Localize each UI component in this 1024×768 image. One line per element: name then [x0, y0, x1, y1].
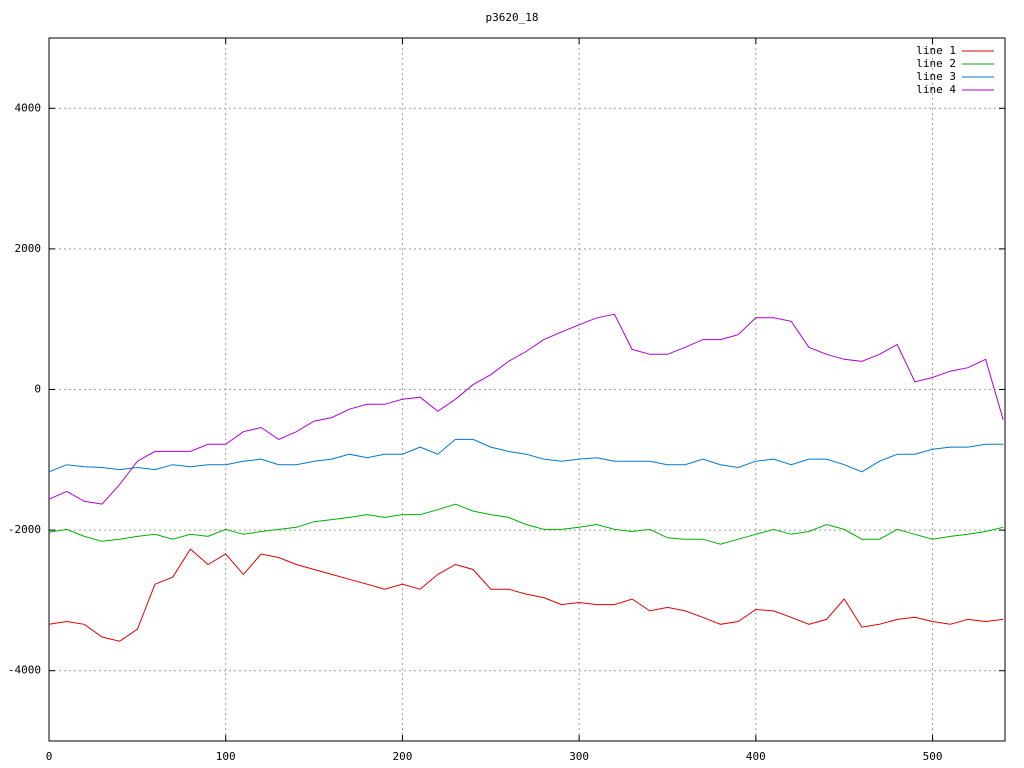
legend-label: line 1 [916, 44, 956, 57]
x-tick-label: 100 [216, 750, 236, 763]
x-tick-label: 300 [569, 750, 589, 763]
legend-label: line 3 [916, 70, 956, 83]
y-tick-label: 0 [34, 383, 41, 396]
plot-frame [48, 37, 1006, 742]
y-tick-label: -2000 [8, 523, 41, 536]
series-line [48, 438, 1004, 473]
x-tick-label: 400 [746, 750, 766, 763]
x-tick-label: 0 [46, 750, 53, 763]
chart-title: p3620_18 [486, 11, 539, 24]
series-line [48, 313, 1004, 505]
legend-label: line 4 [916, 83, 956, 96]
series-line [48, 548, 1004, 642]
y-tick-label: 4000 [15, 101, 42, 114]
legend-label: line 2 [916, 57, 956, 70]
x-tick-label: 200 [392, 750, 412, 763]
x-tick-label: 500 [923, 750, 943, 763]
y-tick-label: 2000 [15, 242, 42, 255]
series-line [48, 503, 1004, 545]
y-tick-label: -4000 [8, 664, 41, 677]
